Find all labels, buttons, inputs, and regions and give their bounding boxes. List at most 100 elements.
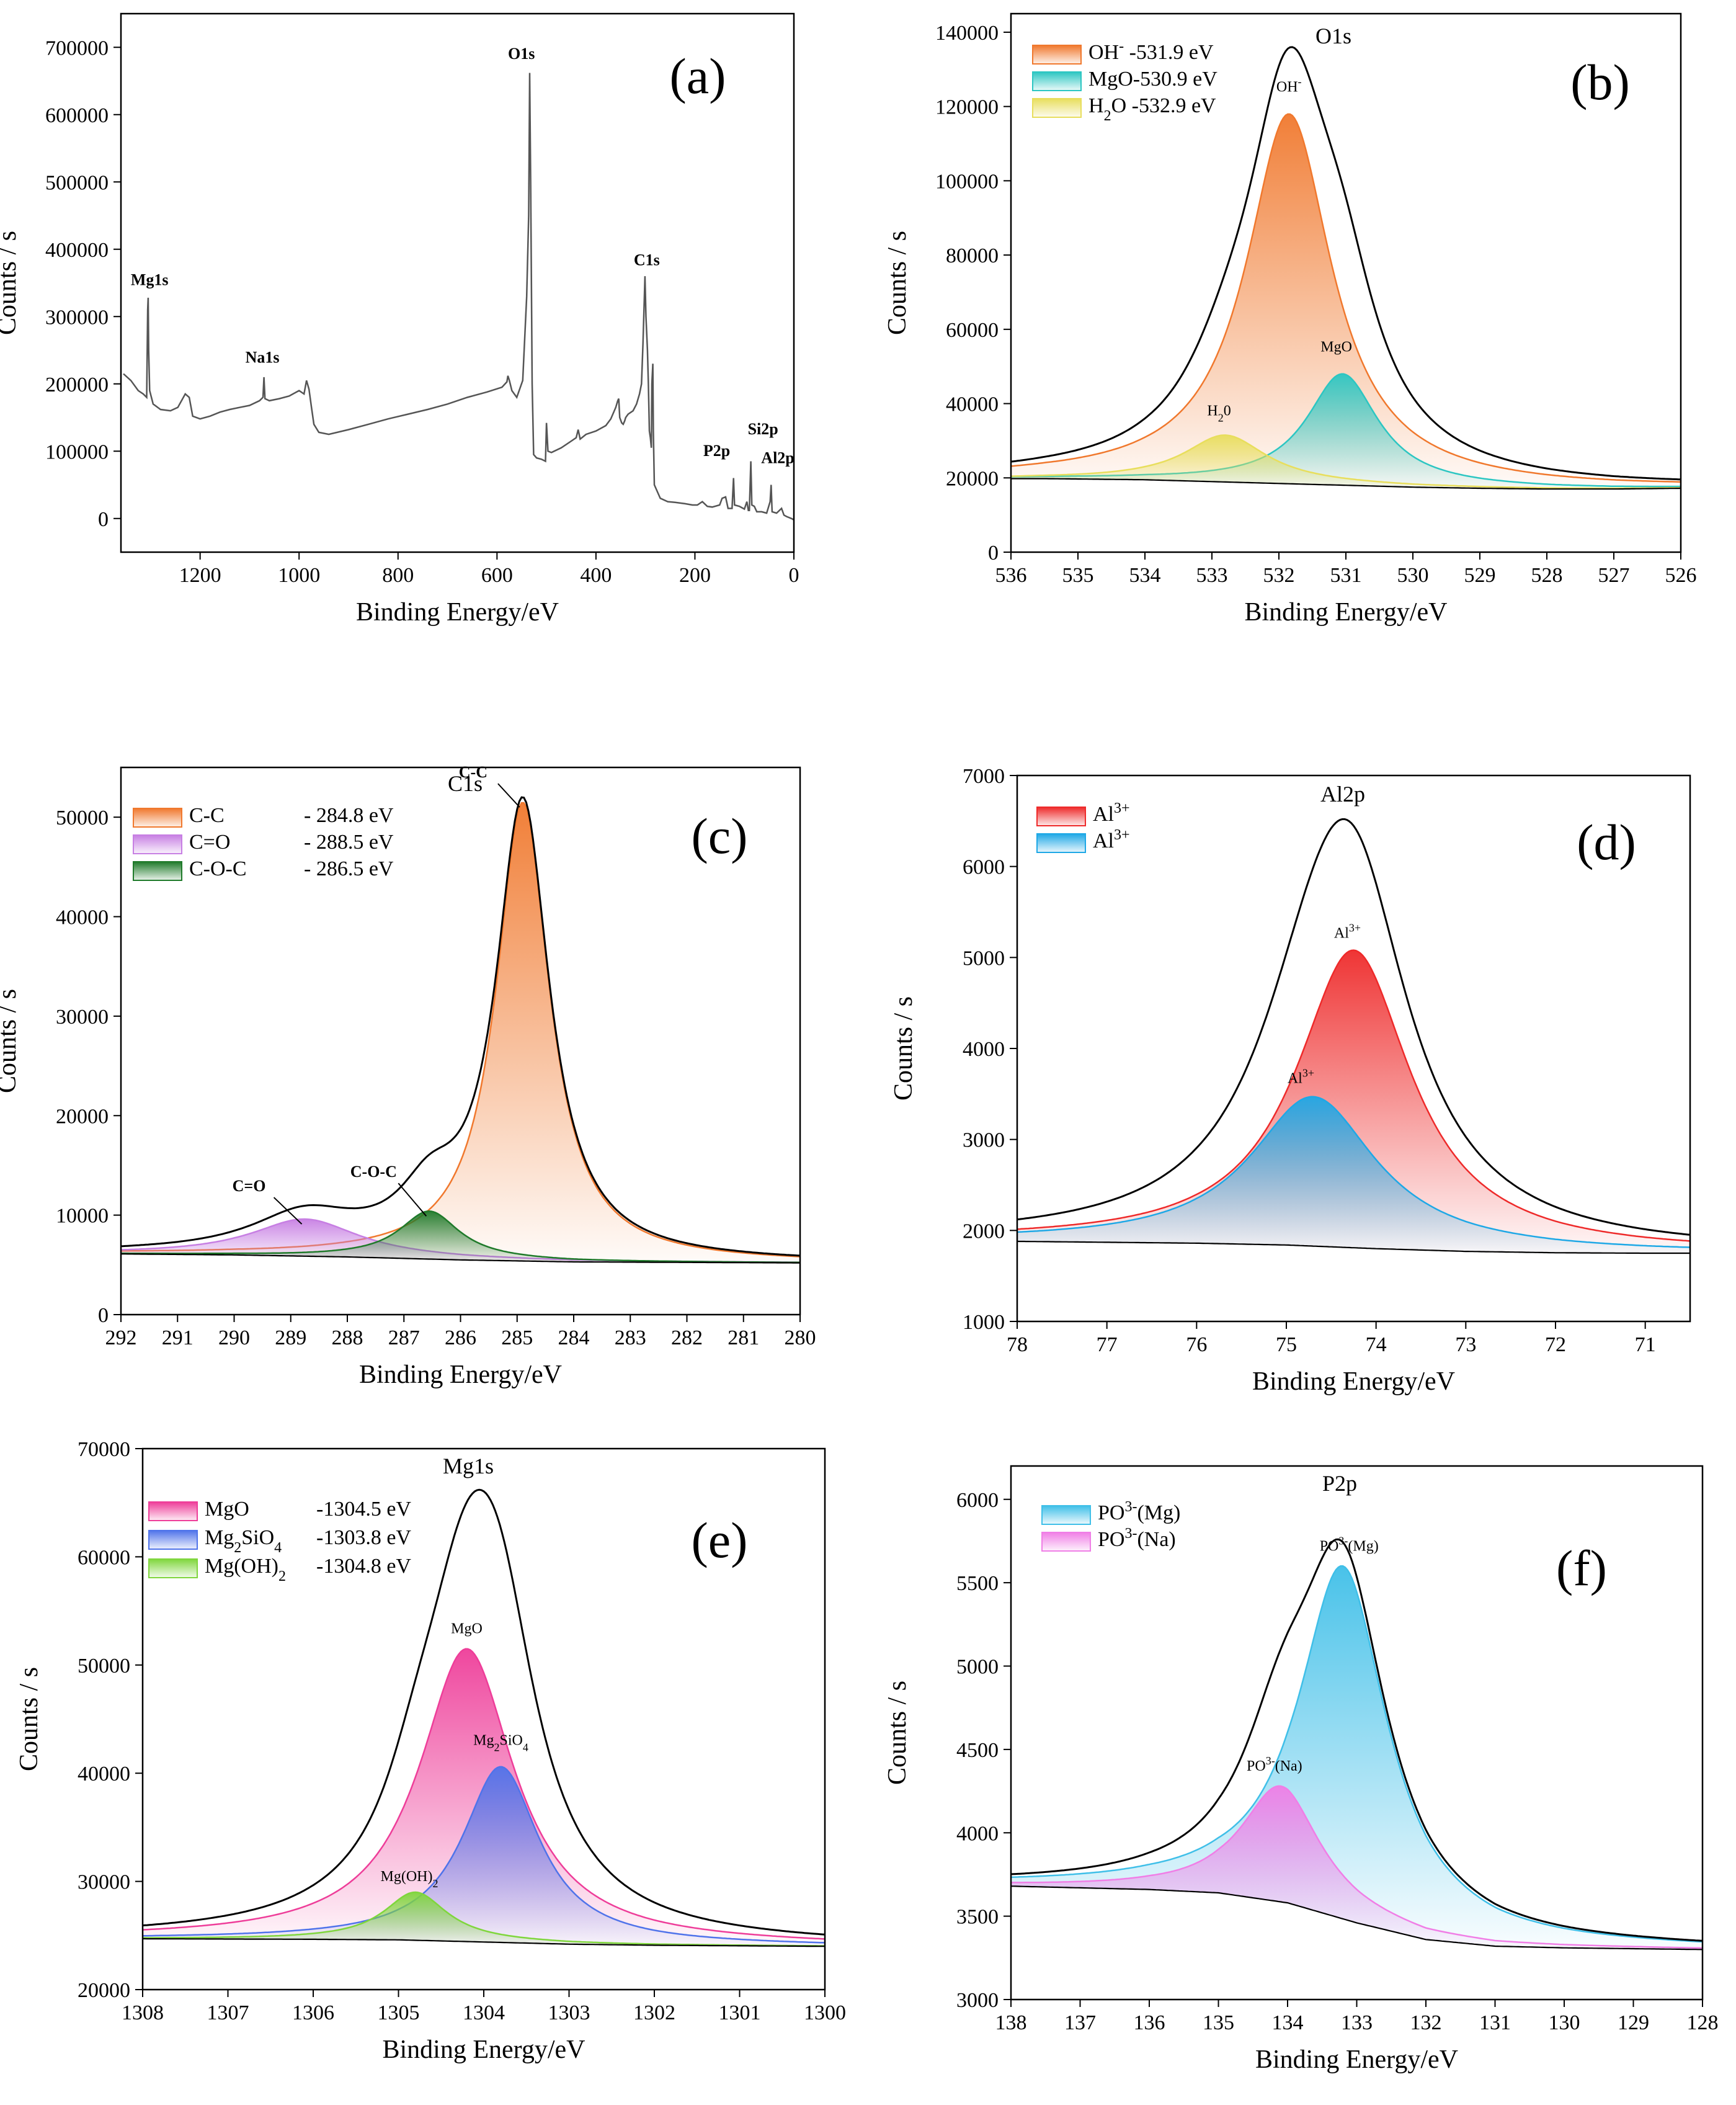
y-axis-title: Counts / s [15, 1667, 43, 1771]
y-tick-label: 500000 [45, 171, 109, 194]
peak-label-mgo: MgO [451, 1621, 483, 1637]
peak-label-c-o: C=O [233, 1177, 266, 1195]
y-tick-label: 7000 [963, 765, 1005, 788]
component-fill-h2o [1011, 435, 1681, 489]
x-tick-label: 1307 [207, 2001, 249, 2024]
y-tick-label: 80000 [946, 244, 999, 267]
panel-letter: (a) [669, 48, 726, 104]
y-tick-label: 3000 [956, 1989, 999, 2012]
x-tick-label: 283 [615, 1326, 646, 1349]
y-tick-label: 4500 [956, 1739, 999, 1762]
component-fill-mg2sio4 [143, 1766, 825, 1947]
legend-label-mgo: MgO [205, 1498, 249, 1521]
x-tick-label: 1200 [179, 564, 221, 587]
legend-swatch [1032, 45, 1082, 65]
legend-label-mgo: MgO-530.9 eV [1088, 68, 1217, 91]
y-tick-label: 60000 [946, 319, 999, 342]
x-tick-label: 75 [1276, 1333, 1297, 1356]
component-fill-c-o [121, 1219, 800, 1263]
component-line-mg2sio4 [143, 1766, 825, 1944]
peak-annotation-al2p: Al2p [761, 449, 794, 467]
y-tick-label: 30000 [56, 1006, 109, 1029]
plot-area [121, 796, 800, 1264]
x-tick-label: 287 [388, 1326, 420, 1349]
legend-label-al3-blue-: Al3+ [1093, 827, 1130, 852]
envelope-line [1011, 1538, 1703, 1942]
peak-label-mg-oh-2: Mg(OH)2 [381, 1869, 438, 1890]
component-fill-al3-blue- [1017, 1096, 1690, 1253]
peak-label-oh-: OH- [1276, 76, 1302, 96]
legend-swatch [148, 1530, 198, 1550]
legend-label-mg-oh-2: Mg(OH)2 [205, 1555, 286, 1584]
plot-frame [120, 12, 795, 553]
plot-area [143, 1488, 825, 1947]
component-fill-po3-na- [1011, 1785, 1703, 1950]
y-tick-label: 600000 [45, 104, 109, 127]
legend-value: -1304.8 eV [316, 1555, 411, 1578]
y-tick-label: 50000 [56, 807, 109, 829]
y-tick-label: 100000 [45, 440, 109, 463]
x-tick-label: 72 [1545, 1333, 1566, 1356]
y-axis-title: Counts / s [0, 989, 22, 1093]
x-tick-label: 137 [1064, 2011, 1096, 2034]
peak-label-c-c: C-C [459, 763, 487, 781]
x-tick-label: 200 [679, 564, 711, 587]
x-tick-label: 1301 [719, 2001, 761, 2024]
y-tick-label: 5000 [956, 1656, 999, 1679]
legend-swatch [1032, 71, 1082, 91]
envelope-line [121, 796, 800, 1257]
x-tick-label: 135 [1203, 2011, 1234, 2034]
y-tick-label: 0 [98, 508, 109, 531]
x-tick-label: 1303 [548, 2001, 590, 2024]
x-tick-label: 280 [785, 1326, 816, 1349]
legend-swatch [1036, 833, 1086, 853]
x-tick-label: 285 [501, 1326, 533, 1349]
x-tick-label: 138 [995, 2011, 1027, 2034]
y-tick-label: 200000 [45, 373, 109, 396]
panel-title: Mg1s [443, 1454, 494, 1478]
peak-label-al3-blue-: Al3+ [1288, 1067, 1314, 1087]
y-tick-label: 20000 [78, 1979, 130, 2002]
x-tick-label: 1305 [378, 2001, 420, 2024]
legend-swatch [148, 1501, 198, 1521]
baseline-line [1017, 1240, 1690, 1254]
x-tick-label: 74 [1366, 1333, 1387, 1356]
y-tick-label: 50000 [78, 1655, 130, 1678]
peak-label-po3-mg-: PO3-(Mg) [1320, 1534, 1379, 1554]
peak-label-mgo: MgO [1320, 339, 1352, 355]
plot-area [123, 73, 794, 521]
y-tick-label: 6000 [963, 856, 1005, 879]
panel-a: Mg1s Na1s O1s C1s P2p Si2p Al2p 1200 1000 800 600 4… [0, 12, 799, 627]
x-tick-label: 71 [1635, 1333, 1656, 1356]
x-tick-label: 134 [1272, 2011, 1304, 2034]
peak-label-al3-red-: Al3+ [1334, 922, 1361, 942]
x-tick-label: 600 [481, 564, 513, 587]
y-tick-label: 40000 [56, 906, 109, 929]
plot-area [1017, 818, 1690, 1254]
legend-swatch [1036, 807, 1086, 826]
plot-area [1011, 46, 1681, 490]
x-tick-label: 133 [1341, 2011, 1373, 2034]
legend-label-po3-mg-: PO3-(Mg) [1098, 1499, 1180, 1524]
component-fill-c-o-c [121, 1211, 800, 1263]
x-tick-label: 1300 [804, 2001, 846, 2024]
x-tick-label: 1000 [278, 564, 320, 587]
x-tick-label: 76 [1186, 1333, 1207, 1356]
legend-swatch [148, 1558, 198, 1578]
y-tick-label: 5500 [956, 1572, 999, 1595]
y-tick-label: 140000 [935, 22, 999, 45]
peak-annotation-o1s: O1s [508, 45, 535, 63]
x-axis-title: Binding Energy/eV [356, 598, 559, 627]
y-tick-label: 5000 [963, 947, 1005, 970]
peak-arrow [398, 1182, 427, 1217]
panel-letter: (b) [1570, 54, 1630, 110]
peak-annotation-si2p: Si2p [748, 420, 778, 438]
component-line-al3-red- [1017, 949, 1690, 1242]
component-fill-mgo [1011, 373, 1681, 489]
baseline-line [121, 1253, 800, 1264]
y-tick-label: 3000 [963, 1129, 1005, 1152]
peak-annotation-mg1s: Mg1s [131, 271, 169, 289]
panel-title: C1s [448, 771, 483, 796]
legend-swatch [1041, 1532, 1091, 1552]
